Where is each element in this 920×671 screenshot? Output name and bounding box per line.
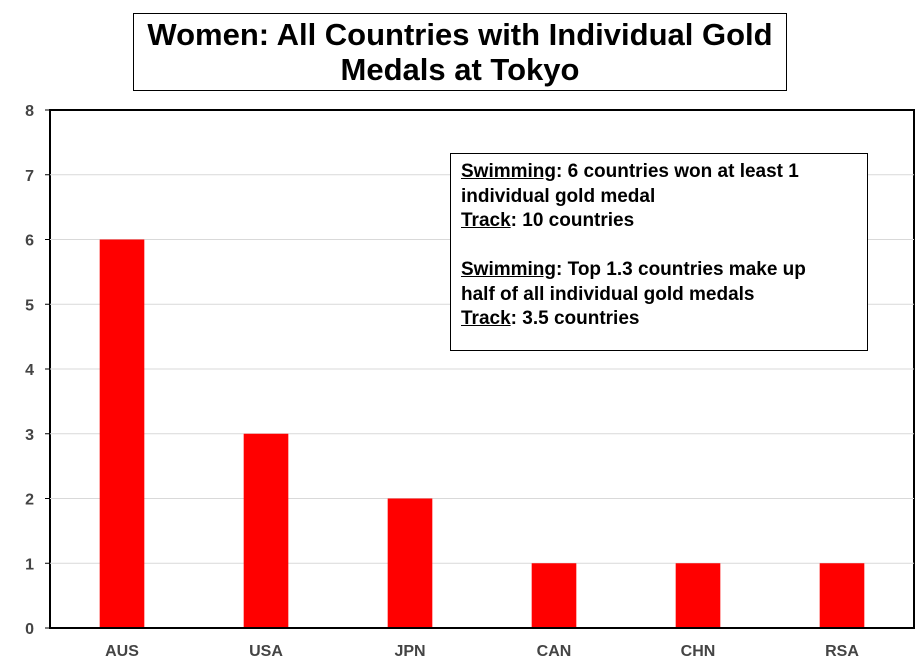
annotation-text: : Top 1.3 countries make up	[556, 259, 806, 280]
annotation-text: : 6 countries won at least 1	[556, 161, 799, 182]
bar-chn	[675, 563, 721, 628]
x-tick-label: AUS	[105, 643, 139, 660]
annotation-label-swimming: Swimming	[461, 161, 557, 182]
bar-usa	[243, 433, 289, 628]
y-tick-label: 4	[25, 362, 34, 379]
annotation-line: Track: 10 countries	[461, 209, 857, 234]
y-axis-ticks: 0 1 2 3 4 5 6 7 8	[25, 103, 50, 638]
annotation-label-swimming: Swimming	[461, 259, 557, 280]
y-tick-label: 7	[25, 168, 34, 185]
bar-rsa	[819, 563, 865, 628]
y-tick-label: 1	[25, 556, 34, 573]
chart-title: Women: All Countries with Individual Gol…	[133, 13, 787, 91]
bar-jpn	[387, 498, 433, 628]
x-axis-ticks: AUS USA JPN CAN CHN RSA	[105, 643, 859, 660]
annotation-label-track: Track	[461, 210, 511, 231]
annotation-line: Swimming: 6 countries won at least 1	[461, 160, 857, 185]
y-tick-label: 8	[25, 103, 34, 120]
annotation-box: Swimming: 6 countries won at least 1 ind…	[450, 153, 868, 351]
x-tick-label: CHN	[681, 643, 716, 660]
annotation-line: individual gold medal	[461, 185, 656, 207]
x-tick-label: RSA	[825, 643, 859, 660]
chart-title-line1: Women: All Countries with Individual Gol…	[147, 17, 773, 52]
y-tick-label: 2	[25, 492, 34, 509]
chart-title-line2: Medals at Tokyo	[340, 52, 580, 87]
bar-aus	[99, 239, 145, 628]
annotation-text: : 10 countries	[510, 210, 635, 231]
x-tick-label: JPN	[394, 643, 425, 660]
bars	[99, 239, 865, 628]
x-tick-label: USA	[249, 643, 283, 660]
annotation-text: : 3.5 countries	[510, 308, 640, 329]
y-tick-label: 0	[25, 621, 34, 638]
bar-can	[531, 563, 577, 628]
annotation-line: Swimming: Top 1.3 countries make up	[461, 258, 857, 283]
x-tick-label: CAN	[537, 643, 572, 660]
y-tick-label: 3	[25, 427, 34, 444]
annotation-line: Track: 3.5 countries	[461, 307, 857, 332]
y-tick-label: 6	[25, 233, 34, 250]
y-tick-label: 5	[25, 297, 34, 314]
annotation-label-track: Track	[461, 308, 511, 329]
annotation-line: half of all individual gold medals	[461, 283, 755, 305]
